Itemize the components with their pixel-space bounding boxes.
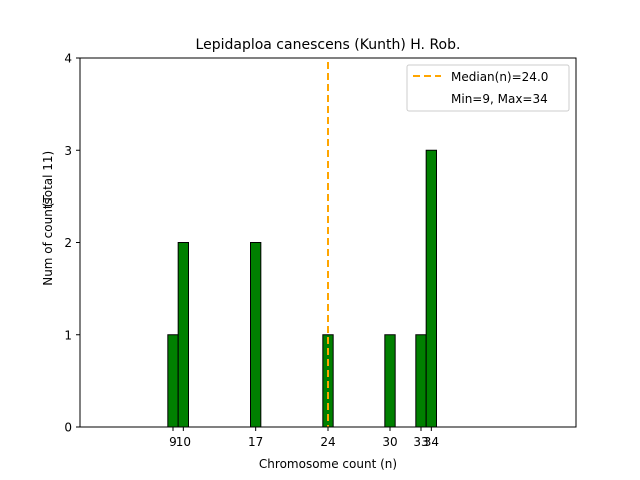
legend-box	[406, 64, 570, 112]
chart-title: Lepidaploa canescens (Kunth) H. Rob.	[196, 37, 461, 53]
x-tick-label-30: 30	[382, 435, 397, 449]
x-tick-label-34: 34	[424, 435, 439, 449]
x-axis-label: Chromosome count (n)	[259, 457, 397, 471]
y-axis-ticks: 0 1 2 3 4	[64, 52, 80, 435]
bar-10	[177, 242, 190, 428]
x-tick-label-24: 24	[320, 435, 335, 449]
y-axis-label: Num of counts	[41, 198, 55, 286]
y-tick-label-3: 3	[64, 144, 72, 158]
bar-9	[167, 334, 179, 428]
bar-33	[415, 334, 427, 428]
y-tick-label-4: 4	[64, 52, 72, 66]
bar-17	[250, 242, 262, 428]
x-tick-label-17: 17	[248, 435, 263, 449]
legend-median-label: Median(n)=24.0	[451, 70, 548, 84]
bar-34	[425, 149, 437, 428]
y-tick-label-0: 0	[64, 421, 72, 435]
y-tick-label-2: 2	[64, 236, 72, 250]
y-axis-total-label: (Total 11)	[41, 151, 55, 207]
legend: Median(n)=24.0 Min=9, Max=34	[406, 64, 570, 112]
x-tick-label-9: 9	[169, 435, 177, 449]
bar-30	[384, 334, 396, 428]
x-tick-label-10: 10	[176, 435, 191, 449]
x-tick-label-33: 33	[413, 435, 428, 449]
legend-minmax-label: Min=9, Max=34	[451, 92, 548, 106]
y-tick-label-1: 1	[64, 328, 72, 342]
